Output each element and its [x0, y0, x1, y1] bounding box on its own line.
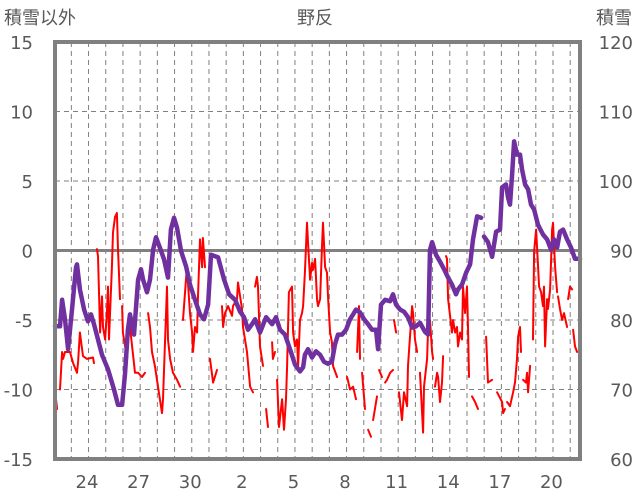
other-line-segment: [346, 376, 357, 401]
left-axis-label: 積雪以外: [4, 8, 76, 29]
other-line-segment: [271, 341, 276, 360]
left-tick-label: 10: [10, 103, 33, 124]
other-line-segment: [572, 328, 579, 353]
plot-frame: [53, 40, 582, 461]
right-axis-label: 積雪: [596, 8, 632, 29]
other-line-segment: [485, 335, 494, 384]
other-line-segment: [147, 285, 182, 415]
left-tick-label: -5: [15, 311, 33, 332]
gridlines: [55, 42, 580, 459]
other-line-segment: [182, 237, 206, 353]
other-line-segment: [496, 391, 506, 415]
other-line-segment: [393, 319, 398, 334]
right-tick-label: 70: [610, 381, 633, 402]
other-line-segment: [445, 255, 470, 378]
other-line-segment: [434, 355, 445, 403]
chart-title: 野反: [297, 8, 333, 29]
right-tick-label: 90: [610, 242, 633, 263]
snow-depth-line-segment: [52, 214, 484, 408]
other-line-segment: [96, 212, 121, 341]
x-tick-label: 30: [179, 472, 202, 493]
left-tick-label: 5: [22, 172, 33, 193]
left-tick-label: 15: [10, 33, 33, 54]
other-line-segment: [276, 221, 339, 431]
other-line-segment: [567, 285, 574, 301]
other-line-segment: [367, 428, 372, 438]
x-tick-label: 17: [488, 472, 511, 493]
other-line-segment: [557, 295, 569, 328]
other-line-segment: [209, 357, 218, 384]
other-line-segment: [419, 319, 435, 434]
x-tick-label: 2: [236, 472, 247, 493]
other-line-segment: [59, 331, 95, 391]
left-tick-label: -15: [4, 450, 33, 471]
other-line-segment: [221, 281, 254, 394]
x-tick-label: 14: [437, 472, 460, 493]
left-tick-label: -10: [4, 381, 33, 402]
other-line-segment: [254, 275, 264, 367]
x-tick-label: 11: [385, 472, 408, 493]
other-line-segment: [265, 408, 269, 428]
other-line-segment: [378, 369, 383, 378]
other-line-segment: [372, 395, 378, 422]
right-tick-label: 100: [599, 172, 633, 193]
other-line-segment: [532, 221, 559, 348]
right-tick-label: 80: [610, 311, 633, 332]
left-tick-label: 0: [22, 242, 33, 263]
tick-labels: 15 10 5 0 -5 -10 -15 120 110 100 90 80 70 60 24 27 30 2 5 8…: [4, 33, 633, 493]
snow-depth-line-segment: [481, 139, 583, 262]
x-tick-label: 27: [127, 472, 150, 493]
x-tick-label: 20: [540, 472, 563, 493]
x-tick-label: 8: [339, 472, 350, 493]
other-line-segment: [356, 305, 361, 360]
right-tick-label: 120: [599, 33, 633, 54]
other-line-segment: [506, 326, 522, 408]
x-tick-label: 24: [76, 472, 99, 493]
right-tick-label: 110: [599, 103, 633, 124]
other-line-segment: [522, 364, 532, 394]
right-tick-label: 60: [610, 450, 633, 471]
x-tick-label: 5: [288, 472, 299, 493]
plot-border: [53, 40, 582, 461]
other-line-segment: [384, 369, 394, 384]
other-line-segment: [361, 371, 366, 410]
other-line-segment: [471, 395, 479, 410]
